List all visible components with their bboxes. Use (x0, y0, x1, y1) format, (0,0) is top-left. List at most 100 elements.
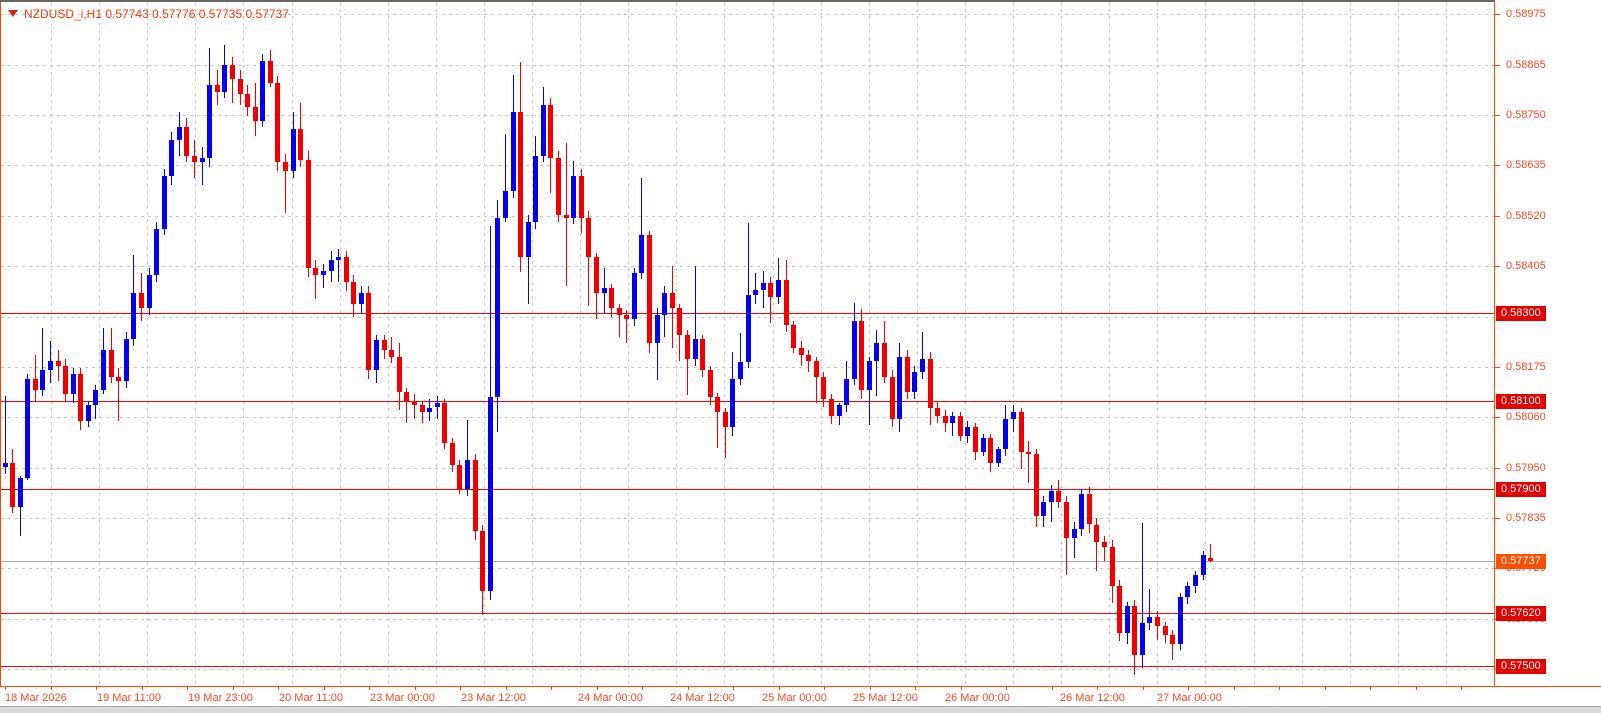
candle-bear (252, 107, 258, 121)
candle-wick (686, 330, 688, 396)
candle-wick (436, 396, 438, 419)
candle-bear (647, 235, 653, 344)
candle-bull (1048, 491, 1054, 503)
candle-bear (351, 281, 357, 304)
time-axis-label: 27 Mar 00:00 (1157, 692, 1222, 704)
candle-bull (730, 378, 736, 428)
price-axis-label: 0.58060 (1506, 411, 1546, 423)
candle-bear (859, 321, 865, 390)
time-axis-tick (1415, 687, 1417, 690)
chart-plot-area[interactable] (1, 2, 1494, 686)
candle-wick (770, 277, 772, 324)
candle-bull (1010, 411, 1016, 419)
candle-wick (413, 394, 415, 419)
candle-bull (919, 358, 925, 373)
candle-bear (624, 314, 630, 320)
time-axis[interactable]: 18 Mar 2026 19 Mar 11:00 19 Mar 23:00 20 Ma… (0, 687, 1601, 706)
candle-bear (904, 356, 910, 393)
time-axis-tick (1324, 687, 1326, 690)
time-axis-tick (1051, 687, 1053, 690)
candle-bear (404, 392, 410, 401)
horizontal-gridline (1, 64, 1494, 66)
candle-bear (116, 376, 122, 381)
candle-bull (745, 295, 751, 363)
candle-bear (78, 374, 84, 421)
time-axis-label: 19 Mar 11:00 (97, 692, 162, 704)
candle-bull (465, 460, 471, 490)
candle-wick (1210, 543, 1212, 563)
candle-bull (169, 140, 175, 176)
time-axis-tick (687, 687, 689, 690)
candle-bear (768, 283, 774, 298)
candle-bear (677, 308, 683, 335)
candle-bear (927, 358, 933, 408)
price-axis[interactable]: 0.58975 0.58865 0.58750 0.58635 0.58520 0.584… (1495, 0, 1601, 686)
candle-wick (231, 56, 233, 103)
vertical-gridline (1397, 2, 1399, 686)
candle-bull (874, 343, 880, 362)
time-axis-tick (915, 687, 916, 690)
candle-bear (669, 292, 675, 309)
candle-bear (108, 350, 114, 377)
price-axis-label: 0.58750 (1506, 109, 1546, 121)
candle-bear (548, 105, 554, 159)
candle-bull (2, 462, 8, 468)
candle-wick (626, 310, 628, 344)
candle-bear (63, 365, 69, 395)
candle-wick (1073, 522, 1075, 558)
candle-wick (694, 266, 696, 366)
candle-bear (1026, 451, 1032, 454)
candle-bear (1094, 524, 1100, 543)
candle-bear (472, 460, 478, 532)
candle-bear (1109, 546, 1115, 587)
candle-bear (1162, 626, 1168, 635)
candle-bull (753, 289, 759, 296)
candle-bull (336, 257, 342, 260)
symbol-dropdown-icon[interactable] (8, 10, 18, 18)
candle-bear (381, 340, 387, 351)
candle-bear (32, 378, 38, 390)
time-axis-label: 26 Mar 00:00 (945, 692, 1010, 704)
horizontal-gridline (1, 669, 1494, 671)
candle-bear (138, 292, 144, 309)
candle-wick (421, 400, 423, 423)
candle-bear (1056, 491, 1062, 503)
candle-wick (1141, 523, 1143, 668)
candle-wick (868, 356, 870, 426)
candle-bear (700, 339, 706, 370)
time-axis-tick (323, 687, 325, 690)
time-axis-tick (505, 687, 507, 690)
price-level-badge: 0.58300 (1496, 305, 1546, 321)
time-axis-label: 25 Mar 12:00 (853, 692, 918, 704)
price-axis-tick (1495, 468, 1500, 469)
candle-bull (176, 127, 182, 141)
time-axis-label: 25 Mar 00:00 (762, 692, 827, 704)
time-axis-separator-line (0, 686, 1601, 687)
price-level-badge: 0.57500 (1496, 658, 1546, 674)
candle-bear (411, 400, 417, 406)
vertical-gridline (1301, 2, 1303, 686)
candle-bear (267, 60, 273, 83)
candle-bear (684, 334, 690, 359)
time-axis-tick (278, 687, 279, 690)
candle-wick (338, 248, 340, 282)
candle-bull (70, 374, 76, 395)
price-axis-label: 0.58520 (1506, 210, 1546, 222)
price-axis-label: 0.58635 (1506, 159, 1546, 171)
price-axis-tick (1495, 115, 1500, 116)
time-axis-tick (596, 687, 598, 690)
candle-wick (34, 354, 36, 401)
candle-bear (184, 127, 190, 156)
candle-bull (571, 175, 577, 218)
candle-bull (601, 288, 607, 293)
candle-wick (656, 308, 658, 381)
time-axis-tick (414, 687, 416, 690)
time-axis-tick (1233, 687, 1235, 690)
candle-bull (123, 339, 129, 381)
candle-wick (641, 177, 643, 280)
window-top-border (0, 0, 1601, 2)
candle-bear (275, 83, 281, 163)
time-axis-tick (1142, 687, 1144, 690)
price-axis-tick (1495, 518, 1500, 519)
vertical-gridline (868, 2, 870, 686)
